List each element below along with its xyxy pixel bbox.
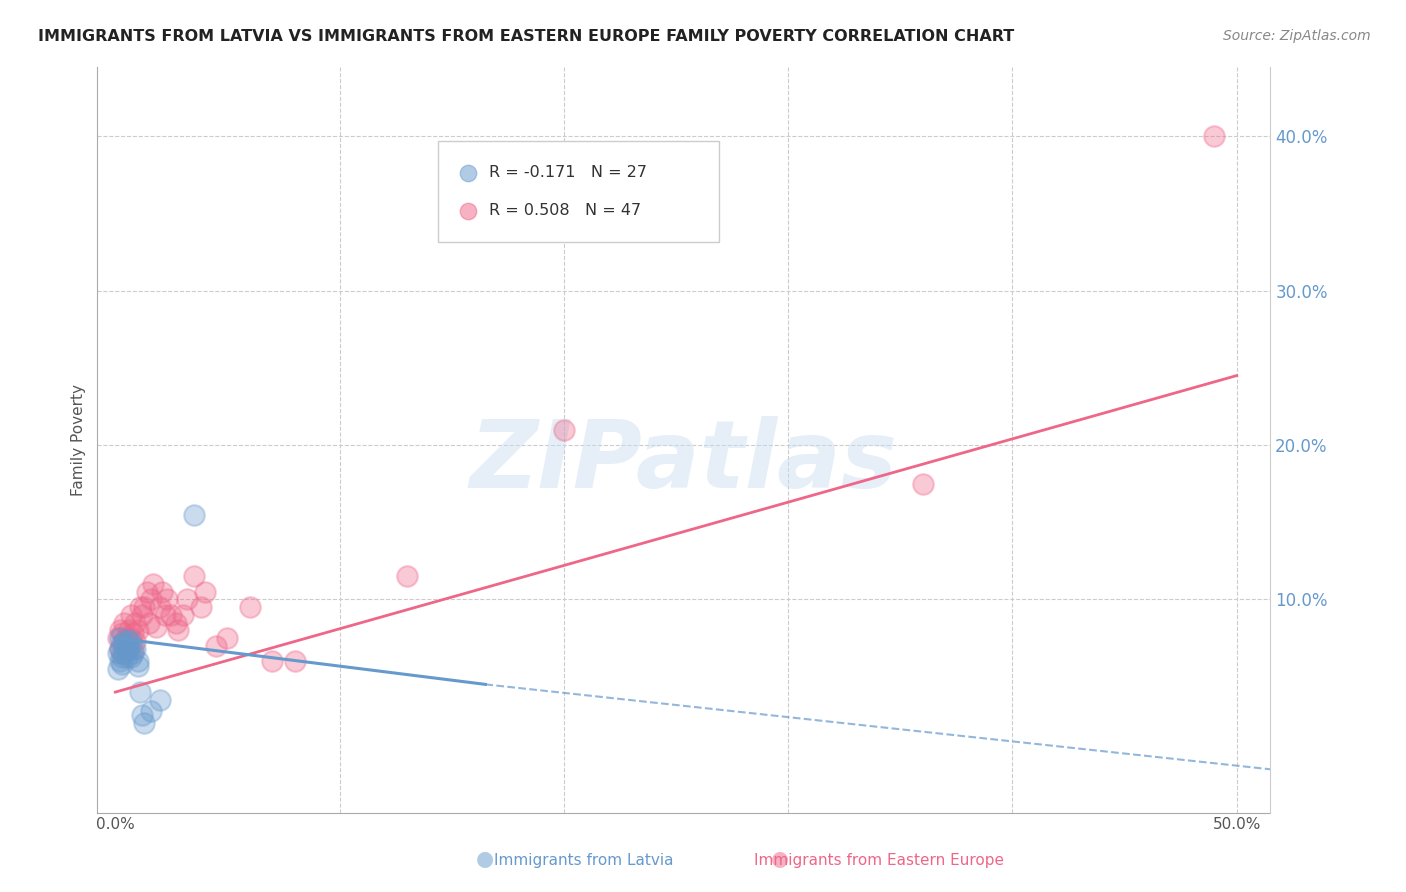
Point [118,641,141,656]
Point [176,592,198,607]
Point [141,592,163,607]
Point [131,708,153,723]
Point [153,607,176,622]
Point [127,658,149,673]
Point [124,615,146,630]
Point [118,624,141,638]
Point [115,631,138,645]
Point [124,634,146,648]
Point [142,577,165,591]
Point [108,631,131,645]
Point [284,654,307,668]
Text: ZIPatlas: ZIPatlas [470,416,898,508]
Point [127,654,149,668]
Point [120,631,142,645]
Point [217,631,239,645]
Point [111,626,134,640]
Point [108,654,131,668]
Point [134,600,156,615]
Text: IMMIGRANTS FROM LATVIA VS IMMIGRANTS FROM EASTERN EUROPE FAMILY POVERTY CORRELAT: IMMIGRANTS FROM LATVIA VS IMMIGRANTS FRO… [38,29,1014,44]
Point [122,626,145,640]
Point [160,607,183,622]
Point [194,584,217,599]
Point [120,607,142,622]
Point [911,476,934,491]
Point [112,647,135,661]
Point [127,624,149,638]
Point [183,569,205,583]
Point [156,592,179,607]
Point [124,641,146,656]
Text: Immigrants from Eastern Europe: Immigrants from Eastern Europe [754,854,1004,868]
Point [122,647,145,661]
Point [152,584,174,599]
Text: R = 0.508   N = 47: R = 0.508 N = 47 [489,203,641,218]
Point [115,634,138,648]
Point [145,620,167,634]
Point [111,647,134,661]
Point [115,641,138,656]
Point [172,607,194,622]
Point [107,647,129,661]
Point [115,649,138,664]
Point [1204,129,1226,144]
Point [553,423,575,437]
Point [134,716,156,731]
FancyBboxPatch shape [437,141,718,242]
Text: ●: ● [772,849,789,869]
Point [165,615,187,630]
Point [129,600,152,615]
Point [112,615,135,630]
Text: Immigrants from Latvia: Immigrants from Latvia [494,854,673,868]
Point [111,657,134,672]
Point [239,600,262,615]
Point [111,649,134,664]
Point [141,704,163,718]
Text: ●: ● [477,849,494,869]
Point [129,685,152,699]
Point [107,631,129,645]
Point [112,639,135,653]
Point [107,662,129,676]
Point [115,641,138,656]
Point [108,641,131,656]
Point [183,508,205,522]
Point [120,636,142,650]
Point [190,600,212,615]
Point [138,615,160,630]
Text: Source: ZipAtlas.com: Source: ZipAtlas.com [1223,29,1371,43]
Point [120,649,142,664]
Point [108,641,131,656]
Point [135,584,157,599]
Y-axis label: Family Poverty: Family Poverty [72,384,86,496]
Text: R = -0.171   N = 27: R = -0.171 N = 27 [489,165,647,180]
Point [108,624,131,638]
Point [118,632,141,647]
Point [149,693,172,707]
Point [395,569,418,583]
Point [131,607,153,622]
Point [205,639,228,653]
Point [262,654,284,668]
Point [118,641,141,656]
Point [111,636,134,650]
Point [122,641,145,656]
Point [167,624,190,638]
Point [112,634,135,648]
Point [149,600,172,615]
